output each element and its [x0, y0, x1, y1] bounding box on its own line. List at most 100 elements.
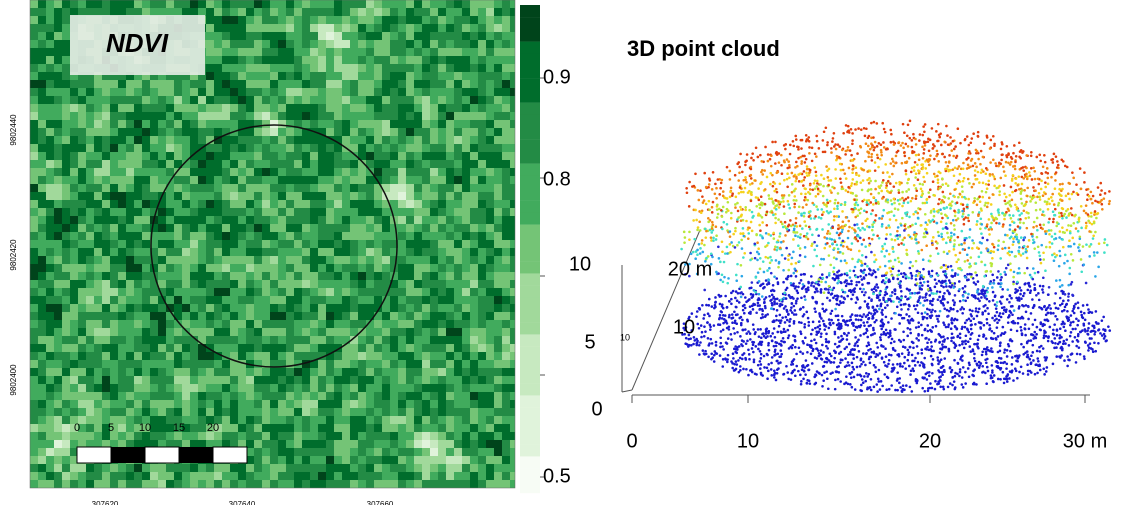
ground-point	[1045, 370, 1048, 373]
raster-cell	[230, 184, 238, 192]
raster-cell	[294, 480, 302, 488]
raster-cell	[238, 88, 246, 96]
raster-cell	[46, 112, 54, 120]
raster-cell	[422, 456, 430, 464]
raster-cell	[486, 120, 494, 128]
raster-cell	[190, 344, 198, 352]
ground-point	[794, 346, 797, 349]
ground-point	[748, 358, 751, 361]
raster-cell	[278, 304, 286, 312]
raster-cell	[198, 88, 206, 96]
raster-cell	[430, 400, 438, 408]
raster-cell	[486, 344, 494, 352]
raster-cell	[54, 256, 62, 264]
raster-cell	[494, 400, 502, 408]
raster-cell	[374, 0, 382, 8]
raster-cell	[238, 368, 246, 376]
raster-cell	[502, 136, 510, 144]
raster-cell	[38, 32, 46, 40]
raster-cell	[150, 224, 158, 232]
raster-cell	[286, 168, 294, 176]
raster-cell	[510, 240, 518, 248]
raster-cell	[454, 192, 462, 200]
raster-cell	[494, 176, 502, 184]
raster-cell	[70, 256, 78, 264]
raster-cell	[326, 184, 334, 192]
raster-cell	[54, 328, 62, 336]
raster-cell	[502, 296, 510, 304]
raster-cell	[230, 152, 238, 160]
raster-cell	[126, 424, 134, 432]
raster-cell	[478, 464, 486, 472]
raster-cell	[134, 160, 142, 168]
ground-point	[1032, 359, 1035, 362]
raster-cell	[278, 352, 286, 360]
raster-cell	[38, 184, 46, 192]
raster-cell	[46, 384, 54, 392]
raster-cell	[294, 104, 302, 112]
raster-cell	[310, 120, 318, 128]
raster-cell	[318, 432, 326, 440]
raster-cell	[318, 440, 326, 448]
raster-cell	[326, 152, 334, 160]
raster-cell	[358, 464, 366, 472]
raster-cell	[318, 304, 326, 312]
ground-point	[724, 357, 727, 360]
raster-cell	[110, 376, 118, 384]
ground-point	[1008, 314, 1011, 317]
raster-cell	[230, 312, 238, 320]
raster-cell	[470, 112, 478, 120]
ground-point	[879, 336, 882, 339]
ground-point	[1043, 373, 1046, 376]
raster-cell	[286, 248, 294, 256]
raster-cell	[270, 48, 278, 56]
raster-cell	[470, 352, 478, 360]
raster-cell	[350, 272, 358, 280]
raster-cell	[486, 112, 494, 120]
raster-cell	[278, 392, 286, 400]
raster-cell	[454, 160, 462, 168]
raster-cell	[454, 144, 462, 152]
raster-cell	[182, 88, 190, 96]
raster-cell	[350, 96, 358, 104]
ground-point	[1033, 283, 1036, 286]
raster-cell	[262, 400, 270, 408]
raster-cell	[398, 192, 406, 200]
raster-cell	[422, 360, 430, 368]
raster-cell	[30, 128, 38, 136]
raster-cell	[438, 160, 446, 168]
raster-cell	[430, 416, 438, 424]
raster-cell	[118, 432, 126, 440]
raster-cell	[262, 280, 270, 288]
raster-cell	[454, 152, 462, 160]
raster-cell	[414, 0, 422, 8]
ground-point	[834, 388, 837, 391]
raster-cell	[502, 376, 510, 384]
raster-cell	[38, 104, 46, 112]
raster-cell	[326, 432, 334, 440]
ground-point	[709, 338, 712, 341]
ground-point	[795, 365, 798, 368]
raster-cell	[254, 208, 262, 216]
ground-point	[820, 335, 823, 338]
ground-point	[836, 303, 839, 306]
raster-cell	[454, 376, 462, 384]
ground-point	[806, 382, 809, 385]
raster-cell	[390, 136, 398, 144]
raster-cell	[478, 360, 486, 368]
raster-cell	[78, 392, 86, 400]
raster-cell	[318, 200, 326, 208]
raster-cell	[278, 480, 286, 488]
raster-cell	[350, 64, 358, 72]
raster-cell	[230, 464, 238, 472]
raster-cell	[294, 16, 302, 24]
raster-cell	[334, 256, 342, 264]
ground-point	[959, 336, 962, 339]
raster-cell	[310, 56, 318, 64]
raster-cell	[510, 296, 518, 304]
raster-cell	[182, 400, 190, 408]
raster-cell	[222, 88, 230, 96]
raster-cell	[422, 96, 430, 104]
raster-cell	[358, 8, 366, 16]
raster-cell	[46, 280, 54, 288]
